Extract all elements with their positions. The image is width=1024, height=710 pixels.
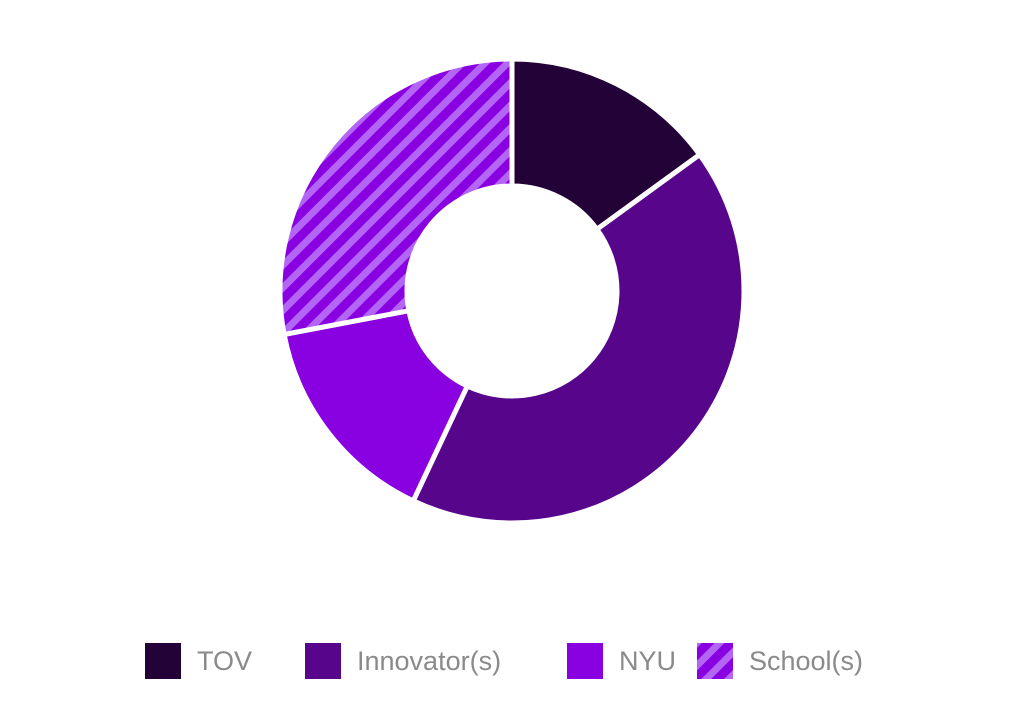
legend-label: NYU xyxy=(619,646,676,676)
legend-label: School(s) xyxy=(749,646,863,676)
donut-slice xyxy=(409,151,747,526)
legend-swatch xyxy=(567,643,603,679)
legend-swatch xyxy=(697,643,733,679)
legend-item: School(s) xyxy=(697,643,863,679)
legend-item: Innovator(s) xyxy=(305,643,501,679)
legend-item: NYU xyxy=(567,643,676,679)
legend-item: TOV xyxy=(145,643,252,679)
legend-label: Innovator(s) xyxy=(357,646,501,676)
donut-slice xyxy=(277,56,515,338)
legend-swatch xyxy=(145,643,181,679)
legend-swatch xyxy=(305,643,341,679)
legend-label: TOV xyxy=(197,646,252,676)
donut-slice xyxy=(281,307,471,505)
